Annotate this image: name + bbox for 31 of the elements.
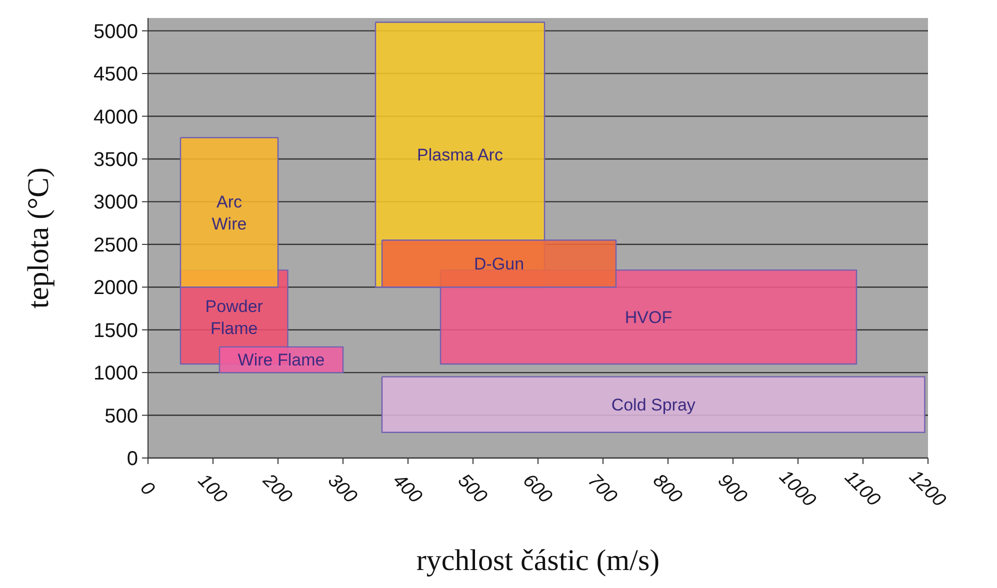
series-label: Powder Flame	[205, 297, 264, 338]
y-tick-label: 1500	[94, 320, 138, 342]
x-tick-label: 800	[648, 470, 686, 508]
x-tick-label: 1100	[840, 466, 884, 511]
y-tick-label: 3500	[94, 148, 138, 171]
x-tick-label: 400	[388, 470, 426, 508]
y-tick-label: 5000	[94, 20, 138, 43]
series-label: Plasma Arc	[417, 146, 504, 165]
x-axis-title: rychlost částic (m/s)	[416, 544, 660, 577]
x-tick-label: 300	[324, 470, 362, 508]
x-tick-label: 200	[258, 469, 296, 508]
series-label: D-Gun	[474, 254, 524, 274]
series-label: Wire Flame	[238, 350, 325, 370]
series-label: Cold Spray	[611, 396, 696, 415]
x-tick-label: 600	[518, 470, 556, 508]
series-label: Arc Wire	[212, 192, 247, 234]
y-tick-label: 0	[126, 448, 138, 470]
x-tick-label: 900	[714, 470, 752, 508]
x-tick-label: 700	[584, 470, 622, 508]
y-tick-label: 2000	[94, 277, 138, 300]
y-tick-label: 4500	[94, 64, 138, 86]
x-tick-label: 100	[194, 470, 232, 508]
x-tick-label: 0	[136, 478, 159, 500]
y-tick-label: 3000	[94, 192, 138, 214]
series-label: HVOF	[624, 308, 672, 328]
y-axis-title: teplota (°C)	[22, 167, 55, 309]
y-tick-label: 1000	[94, 362, 138, 385]
y-tick-label: 4000	[94, 106, 138, 128]
y-tick-label: 2500	[94, 234, 138, 256]
y-tick-label: 500	[104, 405, 138, 428]
x-tick-label: 500	[454, 470, 492, 508]
